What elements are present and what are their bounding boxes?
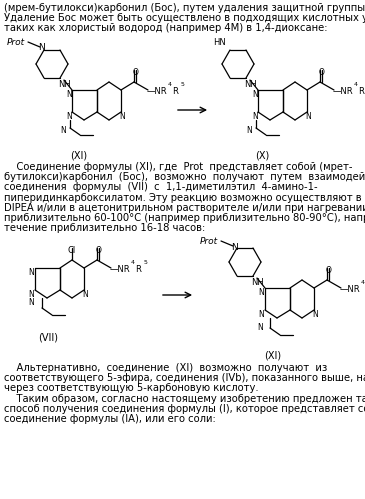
Text: R: R xyxy=(135,265,141,274)
Text: 4: 4 xyxy=(131,260,135,265)
Text: 4: 4 xyxy=(168,82,172,87)
Text: 5: 5 xyxy=(181,82,185,87)
Text: 4: 4 xyxy=(361,280,365,285)
Text: N: N xyxy=(28,298,34,307)
Text: NH: NH xyxy=(251,278,264,287)
Text: O: O xyxy=(319,68,325,77)
Text: способ получения соединения формулы (I), которое представляет собой: способ получения соединения формулы (I),… xyxy=(4,404,365,414)
Text: N: N xyxy=(66,112,72,121)
Text: N: N xyxy=(119,112,125,121)
Text: соединения  формулы  (VII)  с  1,1-диметилэтил  4-амино-1-: соединения формулы (VII) с 1,1-диметилэт… xyxy=(4,183,318,193)
Text: N: N xyxy=(82,290,88,299)
Text: Соединение формулы (XI), где  Prot  представляет собой (мрет-: Соединение формулы (XI), где Prot предст… xyxy=(4,162,353,172)
Text: соединение формулы (IA), или его соли:: соединение формулы (IA), или его соли: xyxy=(4,414,216,424)
Text: N: N xyxy=(252,90,258,99)
Text: Prot: Prot xyxy=(200,237,218,246)
Text: N: N xyxy=(312,310,318,319)
Text: бутилокси)карбонил  (Бос),  возможно  получают  путем  взаимодействия: бутилокси)карбонил (Бос), возможно получ… xyxy=(4,172,365,182)
Text: N: N xyxy=(38,43,45,52)
Text: (X): (X) xyxy=(255,150,269,160)
Text: —NR: —NR xyxy=(110,265,131,274)
Text: —NR: —NR xyxy=(340,285,361,294)
Text: через соответствующую 5-карбоновую кислоту.: через соответствующую 5-карбоновую кисло… xyxy=(4,383,259,393)
Text: приблизительно 60-100°C (например приблизительно 80-90°C), например в: приблизительно 60-100°C (например прибли… xyxy=(4,213,365,223)
Text: Альтернативно,  соединение  (XI)  возможно  получают  из: Альтернативно, соединение (XI) возможно … xyxy=(4,363,327,373)
Text: NH: NH xyxy=(58,80,71,89)
Text: N: N xyxy=(305,112,311,121)
Text: R: R xyxy=(172,87,178,96)
Text: Таким образом, согласно настоящему изобретению предложен также: Таким образом, согласно настоящему изобр… xyxy=(4,394,365,404)
Text: N: N xyxy=(252,112,258,121)
Text: N: N xyxy=(28,268,34,277)
Text: NH: NH xyxy=(244,80,257,89)
Text: (мрем-бутилокси)карбонил (Бос), путем удаления защитной группы азота.: (мрем-бутилокси)карбонил (Бос), путем уд… xyxy=(4,3,365,13)
Text: (XI): (XI) xyxy=(264,350,281,360)
Text: (VII): (VII) xyxy=(38,332,58,342)
Text: пиперидинкарбоксилатом. Эту реакцию возможно осуществляют в присутствии: пиперидинкарбоксилатом. Эту реакцию возм… xyxy=(4,193,365,203)
Text: DIPEA и/или в ацетонитрильном растворителе и/или при нагревании до: DIPEA и/или в ацетонитрильном растворите… xyxy=(4,203,365,213)
Text: N: N xyxy=(258,310,264,319)
Text: N: N xyxy=(28,290,34,299)
Text: O: O xyxy=(326,266,332,275)
Text: O: O xyxy=(96,246,102,255)
Text: N: N xyxy=(257,323,263,332)
Text: (XI): (XI) xyxy=(70,150,87,160)
Text: Cl: Cl xyxy=(68,246,76,255)
Text: —NR: —NR xyxy=(333,87,354,96)
Text: течение приблизительно 16-18 часов:: течение приблизительно 16-18 часов: xyxy=(4,223,205,233)
Text: Удаление Бос может быть осуществлено в подходящих кислотных условиях,: Удаление Бос может быть осуществлено в п… xyxy=(4,13,365,23)
Text: N: N xyxy=(60,126,66,135)
Text: соответствующего 5-эфира, соединения (IVb), показанного выше, например: соответствующего 5-эфира, соединения (IV… xyxy=(4,373,365,383)
Text: таких как хлористый водород (например 4М) в 1,4-диоксане:: таких как хлористый водород (например 4М… xyxy=(4,23,327,33)
Text: 4: 4 xyxy=(354,82,358,87)
Text: N: N xyxy=(231,243,238,252)
Text: HN: HN xyxy=(213,38,226,47)
Text: Prot: Prot xyxy=(7,38,25,47)
Text: N: N xyxy=(258,288,264,297)
Text: N: N xyxy=(66,90,72,99)
Text: —NR: —NR xyxy=(147,87,168,96)
Text: N: N xyxy=(246,126,252,135)
Text: 5: 5 xyxy=(144,260,148,265)
Text: R: R xyxy=(358,87,364,96)
Text: O: O xyxy=(133,68,139,77)
